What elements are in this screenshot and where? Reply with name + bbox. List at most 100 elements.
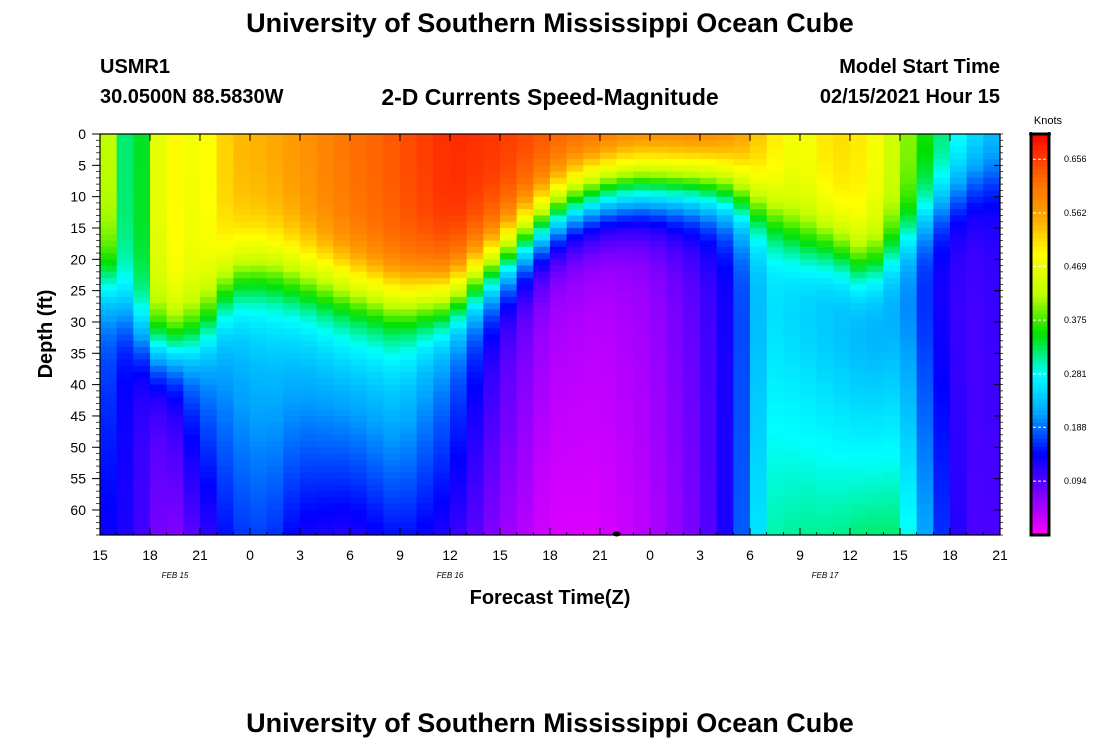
- heatmap-cell: [316, 334, 334, 342]
- colorbar-segment: [1031, 406, 1049, 412]
- heatmap-cell: [100, 321, 118, 329]
- heatmap-cell: [200, 328, 218, 336]
- heatmap-cell: [983, 159, 1000, 166]
- heatmap-cell: [116, 384, 134, 392]
- heatmap-cell: [133, 397, 151, 405]
- heatmap-cell: [783, 415, 801, 423]
- heatmap-cell: [600, 516, 618, 524]
- heatmap-cell: [283, 259, 301, 267]
- heatmap-cell: [600, 152, 618, 160]
- heatmap-cell: [800, 347, 818, 354]
- heatmap-cell: [783, 321, 801, 329]
- heatmap-cell: [650, 409, 668, 417]
- heatmap-cell: [450, 353, 468, 361]
- heatmap-cell: [916, 503, 934, 511]
- heatmap-cell: [216, 146, 234, 154]
- heatmap-cell: [983, 516, 1000, 524]
- heatmap-cell: [483, 234, 501, 242]
- heatmap-cell: [316, 240, 334, 248]
- heatmap-cell: [183, 359, 201, 367]
- heatmap-cell: [966, 202, 984, 210]
- heatmap-cell: [950, 152, 968, 160]
- colorbar-segment: [1031, 158, 1049, 163]
- heatmap-cell: [966, 516, 984, 524]
- heatmap-cell: [733, 472, 751, 480]
- heatmap-cell: [100, 403, 118, 411]
- heatmap-cell: [633, 177, 651, 185]
- heatmap-cell: [400, 177, 418, 185]
- heatmap-cell: [283, 503, 301, 511]
- heatmap-cell: [650, 134, 668, 141]
- heatmap-cell: [100, 359, 118, 367]
- heatmap-cell: [716, 340, 734, 348]
- heatmap-cell: [466, 509, 484, 517]
- heatmap-cell: [366, 152, 384, 160]
- heatmap-cell: [600, 415, 618, 423]
- heatmap-cell: [600, 284, 618, 292]
- heatmap-cell: [316, 497, 334, 505]
- heatmap-cell: [316, 140, 334, 148]
- heatmap-cell: [883, 271, 901, 279]
- heatmap-cell: [516, 240, 534, 248]
- heatmap-cell: [983, 209, 1000, 217]
- heatmap-cell: [183, 240, 201, 248]
- heatmap-cell: [683, 503, 701, 511]
- heatmap-cell: [883, 403, 901, 411]
- heatmap-cell: [633, 284, 651, 292]
- chart-title: 2-D Currents Speed-Magnitude: [381, 84, 719, 110]
- heatmap-cell: [300, 165, 318, 173]
- heatmap-cell: [433, 497, 451, 505]
- heatmap-cell: [183, 278, 201, 285]
- heatmap-cell: [133, 447, 151, 455]
- heatmap-cell: [183, 397, 201, 405]
- heatmap-cell: [483, 365, 501, 373]
- heatmap-cell: [700, 478, 718, 486]
- heatmap-cell: [350, 340, 368, 348]
- heatmap-cell: [650, 240, 668, 248]
- heatmap-cell: [116, 484, 134, 492]
- heatmap-cell: [533, 522, 551, 530]
- heatmap-cell: [516, 359, 534, 367]
- heatmap-cell: [200, 171, 218, 179]
- heatmap-cell: [816, 140, 834, 148]
- heatmap-cell: [633, 472, 651, 480]
- heatmap-cell: [316, 447, 334, 455]
- colorbar-segment: [1031, 322, 1049, 328]
- y-tick-label: 40: [70, 377, 86, 393]
- heatmap-cell: [133, 215, 151, 223]
- heatmap-cell: [250, 478, 268, 486]
- heatmap-cell: [566, 159, 584, 166]
- heatmap-cell: [816, 472, 834, 480]
- heatmap-cell: [216, 315, 234, 323]
- heatmap-cell: [616, 290, 634, 298]
- heatmap-cell: [750, 390, 768, 398]
- heatmap-cell: [233, 365, 251, 373]
- heatmap-cell: [116, 428, 134, 436]
- heatmap-cell: [550, 303, 568, 311]
- heatmap-cell: [466, 516, 484, 524]
- heatmap-cell: [216, 271, 234, 279]
- heatmap-cell: [666, 397, 684, 405]
- heatmap-cell: [683, 390, 701, 398]
- heatmap-cell: [433, 246, 451, 254]
- heatmap-cell: [866, 378, 884, 386]
- heatmap-cell: [200, 434, 218, 442]
- heatmap-cell: [916, 309, 934, 317]
- heatmap-cell: [116, 278, 134, 285]
- heatmap-cell: [650, 328, 668, 336]
- heatmap-cell: [800, 171, 818, 179]
- heatmap-cell: [550, 177, 568, 185]
- heatmap-cell: [516, 146, 534, 154]
- heatmap-cell: [366, 271, 384, 279]
- heatmap-cell: [533, 422, 551, 430]
- heatmap-cell: [183, 528, 201, 535]
- heatmap-cell: [783, 165, 801, 173]
- heatmap-cell: [283, 227, 301, 235]
- heatmap-cell: [750, 434, 768, 442]
- heatmap-cell: [383, 509, 401, 517]
- heatmap-cell: [416, 522, 434, 530]
- heatmap-cell: [550, 328, 568, 336]
- heatmap-cell: [116, 321, 134, 329]
- heatmap-cell: [716, 347, 734, 354]
- heatmap-cell: [750, 359, 768, 367]
